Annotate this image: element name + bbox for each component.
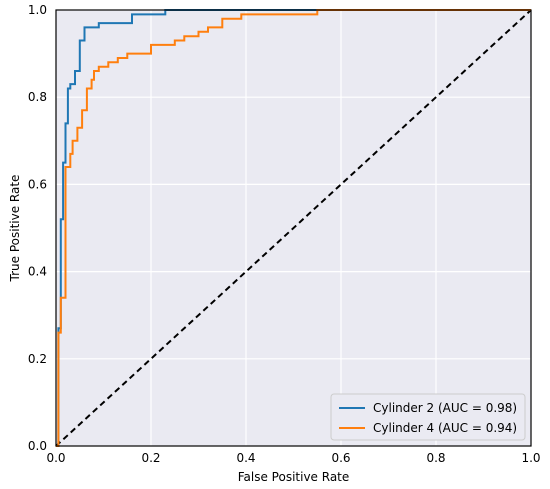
x-tick-label: 0.6 <box>331 451 350 465</box>
x-tick-label: 0.8 <box>426 451 445 465</box>
y-axis-label: True Positive Rate <box>8 175 22 283</box>
x-tick-label: 0.2 <box>141 451 160 465</box>
y-tick-label: 0.4 <box>28 265 47 279</box>
y-tick-label: 0.8 <box>28 90 47 104</box>
y-tick-label: 0.0 <box>28 439 47 453</box>
legend-box <box>330 393 526 441</box>
grid-lines <box>55 9 532 447</box>
legend-label-1: Cylinder 2 (AUC = 0.98) <box>373 401 517 415</box>
roc-curve-series-1 <box>56 9 531 447</box>
y-tick-label: 0.6 <box>28 177 47 191</box>
plot-frame <box>55 9 532 447</box>
chance-diagonal-line <box>55 9 532 447</box>
series-lines <box>55 9 532 447</box>
legend-label-2: Cylinder 4 (AUC = 0.94) <box>373 421 517 435</box>
roc-curve-series-2 <box>56 9 531 447</box>
x-axis-label: False Positive Rate <box>238 470 350 484</box>
x-tick-label: 0.4 <box>236 451 255 465</box>
x-tick-label: 0.0 <box>46 451 65 465</box>
y-tick-label: 1.0 <box>28 3 47 17</box>
legend: Cylinder 2 (AUC = 0.98) Cylinder 4 (AUC =… <box>330 393 526 441</box>
tick-labels: 0.0 0.2 0.4 0.6 0.8 1.0 0.0 0.2 0.4 0.6 0.8 1.0 <box>28 3 541 465</box>
x-tick-label: 1.0 <box>521 451 540 465</box>
y-tick-label: 0.2 <box>28 352 47 366</box>
